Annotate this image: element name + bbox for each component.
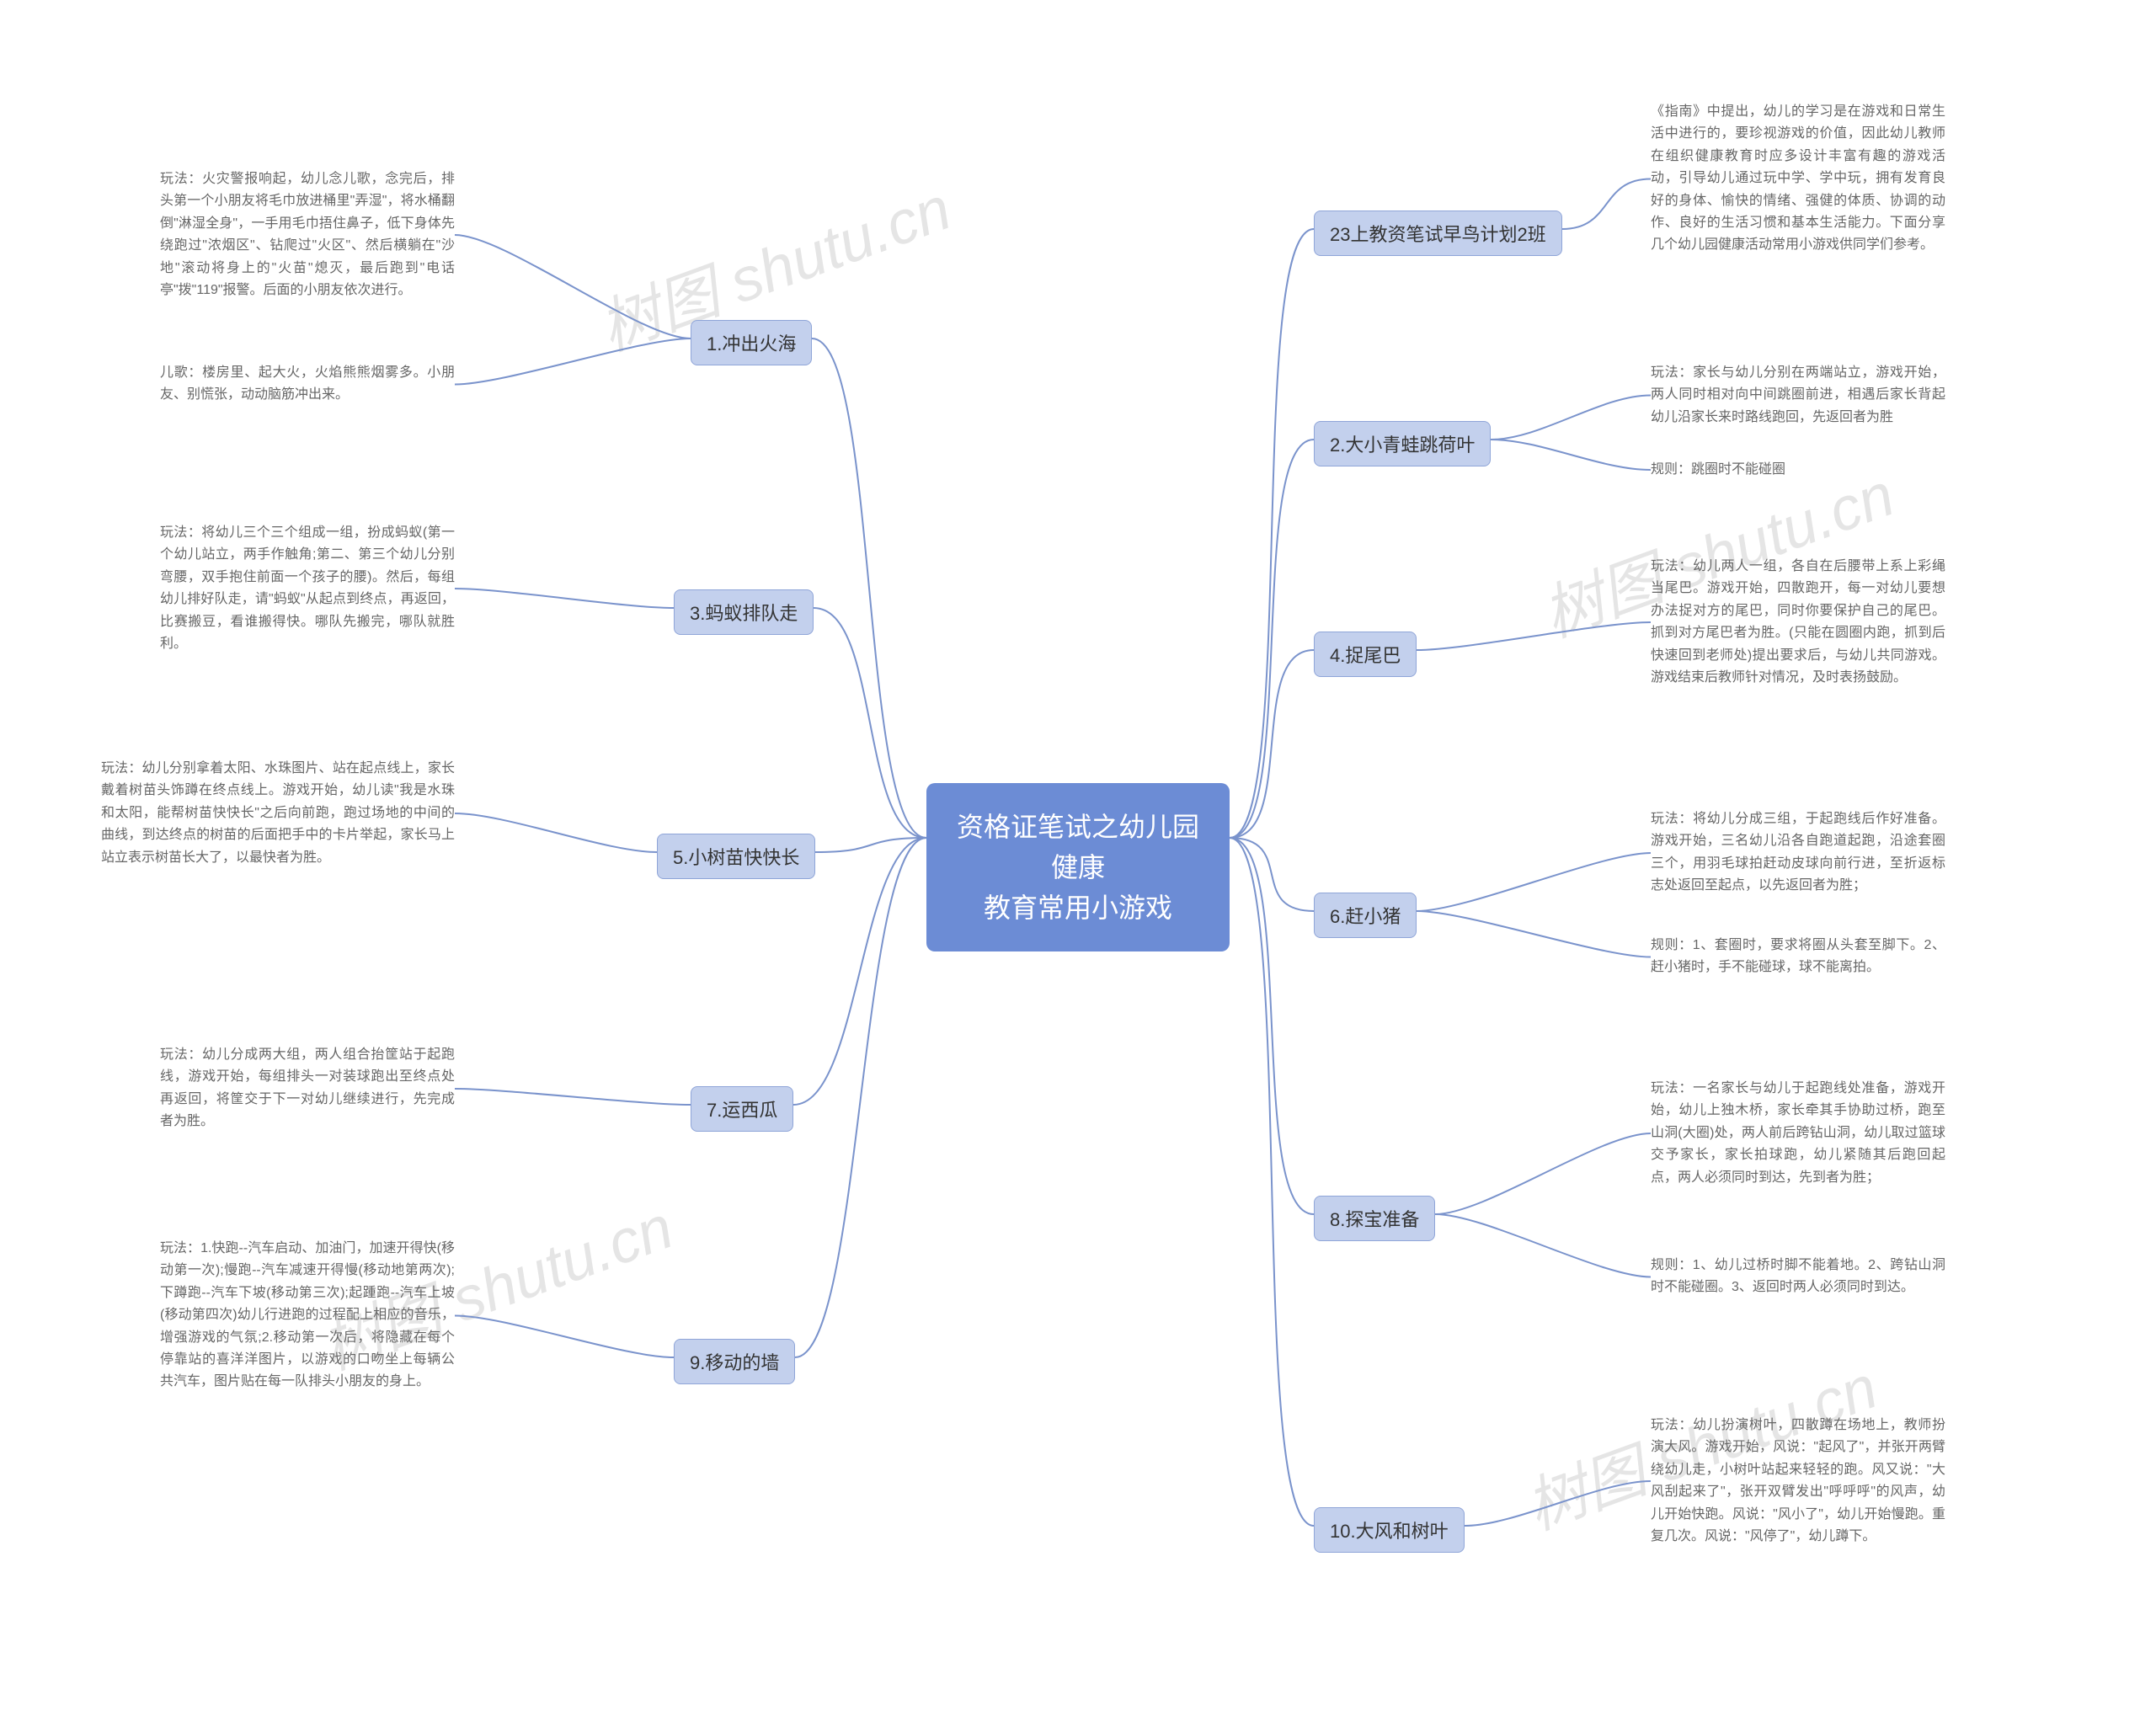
leaf-text: 《指南》中提出，幼儿的学习是在游戏和日常生活中进行的，要珍视游戏的价值，因此幼儿…	[1651, 101, 1945, 257]
leaf-text: 玩法：幼儿两人一组，各自在后腰带上系上彩绳当尾巴。游戏开始，四散跑开，每一对幼儿…	[1651, 556, 1945, 689]
leaf-text: 玩法：火灾警报响起，幼儿念儿歌，念完后，排头第一个小朋友将毛巾放进桶里"弄湿"，…	[160, 168, 455, 301]
leaf-text: 规则：1、套圈时，要求将圈从头套至脚下。2、赶小猪时，手不能碰球，球不能离拍。	[1651, 935, 1945, 979]
leaf-text: 玩法：将幼儿三个三个组成一组，扮成蚂蚁(第一个幼儿站立，两手作触角;第二、第三个…	[160, 522, 455, 655]
branch-node: 4.捉尾巴	[1314, 632, 1417, 677]
leaf-text: 玩法：幼儿分别拿着太阳、水珠图片、站在起点线上，家长戴着树苗头饰蹲在终点线上。游…	[101, 758, 455, 869]
leaf-text: 玩法：1.快跑--汽车启动、加油门，加速开得快(移动第一次);慢跑--汽车减速开…	[160, 1238, 455, 1394]
leaf-text: 儿歌：楼房里、起大火，火焰熊熊烟雾多。小朋友、别慌张，动动脑筋冲出来。	[160, 362, 455, 407]
branch-node: 3.蚂蚁排队走	[674, 589, 814, 635]
branch-node: 8.探宝准备	[1314, 1196, 1435, 1241]
branch-node: 2.大小青蛙跳荷叶	[1314, 421, 1491, 466]
center-node: 资格证笔试之幼儿园健康教育常用小游戏	[926, 783, 1230, 951]
branch-node: 6.赶小猪	[1314, 893, 1417, 938]
leaf-text: 规则：跳圈时不能碰圈	[1651, 459, 1945, 481]
branch-node: 5.小树苗快快长	[657, 834, 815, 879]
leaf-text: 玩法：家长与幼儿分别在两端站立，游戏开始，两人同时相对向中间跳圈前进，相遇后家长…	[1651, 362, 1945, 429]
leaf-text: 玩法：幼儿扮演树叶，四散蹲在场地上，教师扮演大风。游戏开始，风说："起风了"，并…	[1651, 1415, 1945, 1548]
branch-node: 10.大风和树叶	[1314, 1507, 1465, 1553]
leaf-text: 玩法：一名家长与幼儿于起跑线处准备，游戏开始，幼儿上独木桥，家长牵其手协助过桥，…	[1651, 1078, 1945, 1189]
leaf-text: 玩法：幼儿分成两大组，两人组合抬筐站于起跑线，游戏开始，每组排头一对装球跑出至终…	[160, 1044, 455, 1133]
branch-node: 1.冲出火海	[691, 320, 812, 365]
branch-node: 23上教资笔试早鸟计划2班	[1314, 211, 1562, 256]
branch-node: 7.运西瓜	[691, 1086, 793, 1132]
leaf-text: 规则：1、幼儿过桥时脚不能着地。2、跨钻山洞时不能碰圈。3、返回时两人必须同时到…	[1651, 1255, 1945, 1299]
leaf-text: 玩法：将幼儿分成三组，于起跑线后作好准备。游戏开始，三名幼儿沿各自跑道起跑，沿途…	[1651, 808, 1945, 898]
branch-node: 9.移动的墙	[674, 1339, 795, 1384]
center-title: 资格证笔试之幼儿园健康教育常用小游戏	[957, 812, 1199, 923]
